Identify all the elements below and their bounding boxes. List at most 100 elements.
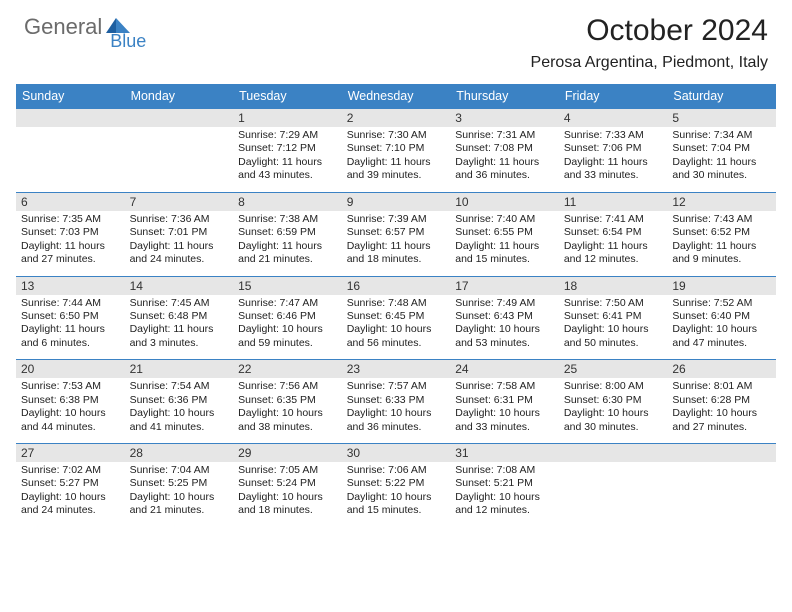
day-details: Sunrise: 7:30 AMSunset: 7:10 PMDaylight:…: [342, 127, 451, 192]
logo-text-general: General: [24, 14, 102, 40]
day-cell: 16Sunrise: 7:48 AMSunset: 6:45 PMDayligh…: [342, 276, 451, 360]
day-number: [559, 444, 668, 462]
day-cell: 8Sunrise: 7:38 AMSunset: 6:59 PMDaylight…: [233, 192, 342, 276]
day-details: Sunrise: 7:06 AMSunset: 5:22 PMDaylight:…: [342, 462, 451, 527]
day-cell: 2Sunrise: 7:30 AMSunset: 7:10 PMDaylight…: [342, 109, 451, 193]
day-number: 22: [233, 360, 342, 378]
day-number: [16, 109, 125, 127]
day-number: 4: [559, 109, 668, 127]
day-cell: 14Sunrise: 7:45 AMSunset: 6:48 PMDayligh…: [125, 276, 234, 360]
empty-day-cell: [667, 444, 776, 527]
dow-cell: Friday: [559, 84, 668, 109]
dow-cell: Tuesday: [233, 84, 342, 109]
day-details: Sunrise: 7:53 AMSunset: 6:38 PMDaylight:…: [16, 378, 125, 443]
day-number: 19: [667, 277, 776, 295]
day-details: Sunrise: 7:34 AMSunset: 7:04 PMDaylight:…: [667, 127, 776, 192]
day-number: [125, 109, 234, 127]
day-details: [125, 127, 234, 185]
day-cell: 15Sunrise: 7:47 AMSunset: 6:46 PMDayligh…: [233, 276, 342, 360]
location: Perosa Argentina, Piedmont, Italy: [531, 54, 768, 72]
day-cell: 3Sunrise: 7:31 AMSunset: 7:08 PMDaylight…: [450, 109, 559, 193]
day-details: Sunrise: 7:45 AMSunset: 6:48 PMDaylight:…: [125, 295, 234, 360]
day-cell: 28Sunrise: 7:04 AMSunset: 5:25 PMDayligh…: [125, 444, 234, 527]
day-cell: 20Sunrise: 7:53 AMSunset: 6:38 PMDayligh…: [16, 360, 125, 444]
day-cell: 26Sunrise: 8:01 AMSunset: 6:28 PMDayligh…: [667, 360, 776, 444]
day-details: Sunrise: 7:49 AMSunset: 6:43 PMDaylight:…: [450, 295, 559, 360]
day-number: 10: [450, 193, 559, 211]
day-cell: 22Sunrise: 7:56 AMSunset: 6:35 PMDayligh…: [233, 360, 342, 444]
empty-day-cell: [16, 109, 125, 193]
day-details: Sunrise: 7:48 AMSunset: 6:45 PMDaylight:…: [342, 295, 451, 360]
day-number: 28: [125, 444, 234, 462]
day-details: Sunrise: 7:52 AMSunset: 6:40 PMDaylight:…: [667, 295, 776, 360]
week-row: 27Sunrise: 7:02 AMSunset: 5:27 PMDayligh…: [16, 444, 776, 527]
day-cell: 5Sunrise: 7:34 AMSunset: 7:04 PMDaylight…: [667, 109, 776, 193]
day-details: Sunrise: 7:38 AMSunset: 6:59 PMDaylight:…: [233, 211, 342, 276]
dow-cell: Sunday: [16, 84, 125, 109]
day-details: Sunrise: 7:43 AMSunset: 6:52 PMDaylight:…: [667, 211, 776, 276]
day-number: 27: [16, 444, 125, 462]
day-number: [667, 444, 776, 462]
day-number: 29: [233, 444, 342, 462]
day-details: Sunrise: 7:41 AMSunset: 6:54 PMDaylight:…: [559, 211, 668, 276]
week-row: 1Sunrise: 7:29 AMSunset: 7:12 PMDaylight…: [16, 109, 776, 193]
title-block: October 2024 Perosa Argentina, Piedmont,…: [531, 14, 768, 72]
day-details: Sunrise: 7:36 AMSunset: 7:01 PMDaylight:…: [125, 211, 234, 276]
day-details: Sunrise: 8:01 AMSunset: 6:28 PMDaylight:…: [667, 378, 776, 443]
day-cell: 23Sunrise: 7:57 AMSunset: 6:33 PMDayligh…: [342, 360, 451, 444]
day-details: [559, 462, 668, 520]
day-cell: 29Sunrise: 7:05 AMSunset: 5:24 PMDayligh…: [233, 444, 342, 527]
day-details: Sunrise: 7:58 AMSunset: 6:31 PMDaylight:…: [450, 378, 559, 443]
day-details: Sunrise: 7:02 AMSunset: 5:27 PMDaylight:…: [16, 462, 125, 527]
day-details: Sunrise: 7:31 AMSunset: 7:08 PMDaylight:…: [450, 127, 559, 192]
header: General Blue October 2024 Perosa Argenti…: [0, 0, 792, 76]
day-number: 31: [450, 444, 559, 462]
day-details: Sunrise: 7:50 AMSunset: 6:41 PMDaylight:…: [559, 295, 668, 360]
day-number: 11: [559, 193, 668, 211]
day-details: Sunrise: 7:44 AMSunset: 6:50 PMDaylight:…: [16, 295, 125, 360]
dow-cell: Wednesday: [342, 84, 451, 109]
day-cell: 4Sunrise: 7:33 AMSunset: 7:06 PMDaylight…: [559, 109, 668, 193]
day-cell: 25Sunrise: 8:00 AMSunset: 6:30 PMDayligh…: [559, 360, 668, 444]
day-details: [16, 127, 125, 185]
day-number: 18: [559, 277, 668, 295]
day-details: Sunrise: 7:47 AMSunset: 6:46 PMDaylight:…: [233, 295, 342, 360]
month-title: October 2024: [531, 14, 768, 48]
day-number: 26: [667, 360, 776, 378]
empty-day-cell: [559, 444, 668, 527]
logo-text-blue: Blue: [110, 31, 146, 52]
day-cell: 19Sunrise: 7:52 AMSunset: 6:40 PMDayligh…: [667, 276, 776, 360]
day-details: [667, 462, 776, 520]
day-details: Sunrise: 7:04 AMSunset: 5:25 PMDaylight:…: [125, 462, 234, 527]
day-number: 1: [233, 109, 342, 127]
day-details: Sunrise: 7:57 AMSunset: 6:33 PMDaylight:…: [342, 378, 451, 443]
day-details: Sunrise: 7:35 AMSunset: 7:03 PMDaylight:…: [16, 211, 125, 276]
dow-cell: Monday: [125, 84, 234, 109]
day-number: 13: [16, 277, 125, 295]
day-number: 24: [450, 360, 559, 378]
day-cell: 6Sunrise: 7:35 AMSunset: 7:03 PMDaylight…: [16, 192, 125, 276]
day-number: 20: [16, 360, 125, 378]
day-cell: 12Sunrise: 7:43 AMSunset: 6:52 PMDayligh…: [667, 192, 776, 276]
week-row: 20Sunrise: 7:53 AMSunset: 6:38 PMDayligh…: [16, 360, 776, 444]
day-number: 8: [233, 193, 342, 211]
day-number: 16: [342, 277, 451, 295]
day-details: Sunrise: 7:05 AMSunset: 5:24 PMDaylight:…: [233, 462, 342, 527]
day-cell: 24Sunrise: 7:58 AMSunset: 6:31 PMDayligh…: [450, 360, 559, 444]
day-cell: 10Sunrise: 7:40 AMSunset: 6:55 PMDayligh…: [450, 192, 559, 276]
day-cell: 21Sunrise: 7:54 AMSunset: 6:36 PMDayligh…: [125, 360, 234, 444]
day-cell: 17Sunrise: 7:49 AMSunset: 6:43 PMDayligh…: [450, 276, 559, 360]
day-cell: 11Sunrise: 7:41 AMSunset: 6:54 PMDayligh…: [559, 192, 668, 276]
day-number: 6: [16, 193, 125, 211]
day-cell: 7Sunrise: 7:36 AMSunset: 7:01 PMDaylight…: [125, 192, 234, 276]
day-number: 9: [342, 193, 451, 211]
empty-day-cell: [125, 109, 234, 193]
day-cell: 13Sunrise: 7:44 AMSunset: 6:50 PMDayligh…: [16, 276, 125, 360]
day-details: Sunrise: 7:08 AMSunset: 5:21 PMDaylight:…: [450, 462, 559, 527]
day-cell: 1Sunrise: 7:29 AMSunset: 7:12 PMDaylight…: [233, 109, 342, 193]
day-details: Sunrise: 7:29 AMSunset: 7:12 PMDaylight:…: [233, 127, 342, 192]
day-cell: 18Sunrise: 7:50 AMSunset: 6:41 PMDayligh…: [559, 276, 668, 360]
dow-cell: Thursday: [450, 84, 559, 109]
day-number: 7: [125, 193, 234, 211]
day-details: Sunrise: 7:40 AMSunset: 6:55 PMDaylight:…: [450, 211, 559, 276]
